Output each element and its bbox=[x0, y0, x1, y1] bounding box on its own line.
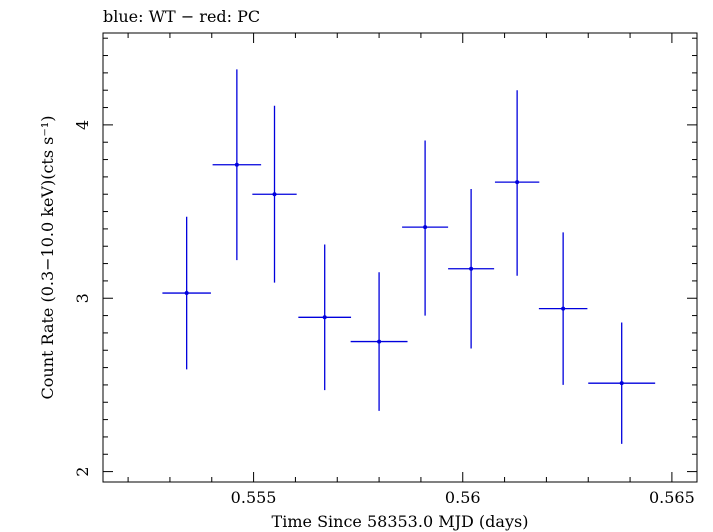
x-axis-label: Time Since 58353.0 MJD (days) bbox=[272, 512, 529, 531]
y-tick-label: 2 bbox=[73, 467, 92, 477]
point-marker bbox=[469, 266, 474, 271]
point-marker bbox=[515, 180, 520, 185]
point-marker bbox=[184, 291, 189, 296]
chart-title: blue: WT − red: PC bbox=[103, 7, 260, 26]
data-point bbox=[538, 232, 588, 385]
point-marker bbox=[377, 339, 382, 344]
x-axis-ticks: 0.555 0.56 0.565 bbox=[127, 33, 695, 507]
data-point bbox=[162, 216, 211, 370]
data-point bbox=[212, 69, 262, 261]
y-tick-label: 4 bbox=[73, 120, 92, 130]
data-points bbox=[162, 69, 656, 444]
data-point bbox=[298, 244, 352, 391]
point-marker bbox=[423, 225, 428, 230]
data-point bbox=[252, 105, 297, 283]
y-axis-label: Count Rate (0.3−10.0 keV)(cts s⁻¹) bbox=[38, 116, 57, 400]
y-axis-ticks: 2 3 4 bbox=[73, 37, 697, 477]
point-marker bbox=[322, 315, 327, 320]
point-marker bbox=[272, 192, 277, 197]
point-marker bbox=[619, 381, 624, 386]
x-tick-label: 0.56 bbox=[445, 488, 481, 507]
data-point bbox=[448, 189, 495, 349]
point-marker bbox=[234, 162, 239, 167]
data-point bbox=[588, 322, 656, 444]
plot-frame bbox=[102, 32, 698, 483]
x-tick-label: 0.555 bbox=[231, 488, 277, 507]
x-tick-label: 0.565 bbox=[649, 488, 695, 507]
point-marker bbox=[561, 306, 566, 311]
data-point bbox=[494, 90, 540, 276]
y-tick-label: 3 bbox=[73, 293, 92, 303]
data-point bbox=[350, 272, 408, 411]
data-point bbox=[402, 140, 449, 316]
